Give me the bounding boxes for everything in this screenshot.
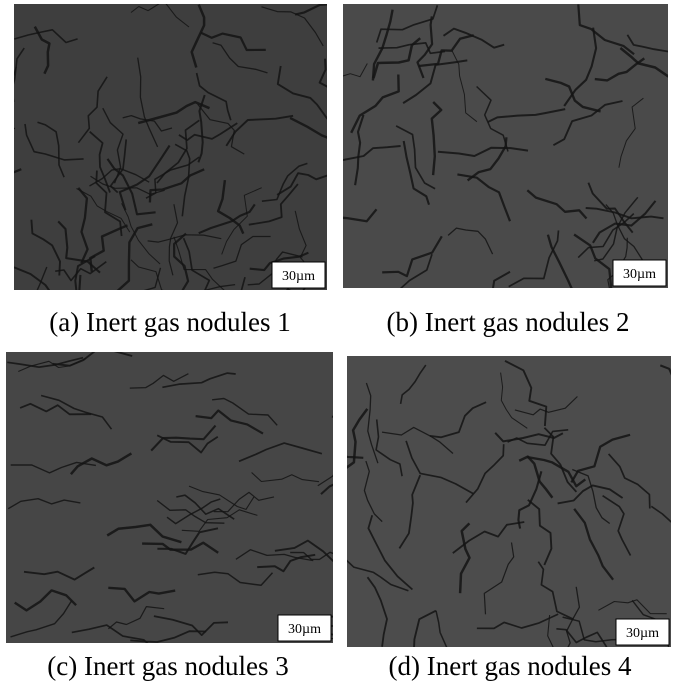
- grain-boundary: [0, 67, 16, 132]
- scale-label: 30µm: [288, 622, 321, 637]
- panel-caption: (c) Inert gas nodules 3: [47, 651, 288, 681]
- scale-label: 30µm: [626, 626, 659, 641]
- micrograph: 30µm: [307, 4, 681, 339]
- grain-boundary: [0, 128, 15, 149]
- scale-label: 30µm: [282, 269, 315, 284]
- micrograph-image: [14, 4, 327, 290]
- scale-label: 30µm: [623, 267, 656, 282]
- figure: 30µm (a) Inert gas nodules 1 30µm (b) Inert…: [0, 0, 681, 689]
- micrograph: 30µm: [6, 350, 399, 658]
- micrograph: 30µm: [293, 356, 681, 681]
- panel-caption: (b) Inert gas nodules 2: [387, 307, 630, 337]
- micrograph-image: [6, 352, 333, 643]
- panel-caption: (a) Inert gas nodules 1: [49, 307, 290, 337]
- micrograph: 30µm: [0, 1, 351, 343]
- micrograph-image: [347, 356, 671, 647]
- panel-caption: (d) Inert gas nodules 4: [389, 651, 632, 681]
